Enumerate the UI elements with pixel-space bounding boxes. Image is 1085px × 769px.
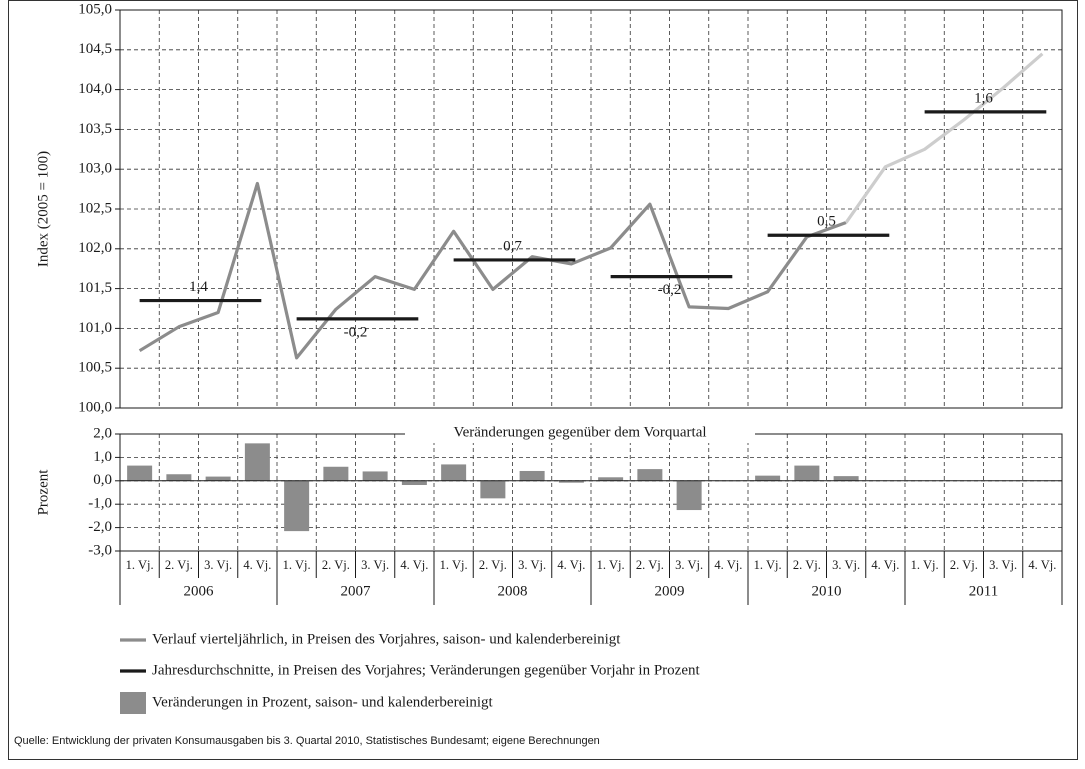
x-tick-label: 2. Vj.	[479, 558, 507, 572]
annual-label: -0,2	[344, 324, 368, 340]
y-axis-label: Index (2005 = 100)	[35, 151, 51, 267]
bar	[362, 471, 388, 481]
x-tick-label: 2. Vj.	[636, 558, 664, 572]
bar	[833, 476, 859, 481]
y-tick-label: 100,0	[78, 399, 112, 415]
x-tick-label: 4. Vj.	[714, 558, 742, 572]
annual-label: 1,4	[189, 279, 208, 295]
bar	[127, 465, 153, 481]
y-tick-label: 0,0	[93, 472, 112, 488]
bar	[401, 480, 427, 486]
bar	[441, 464, 467, 481]
frame	[8, 0, 1078, 760]
year-label: 2009	[655, 583, 685, 599]
y-tick-label: 1,0	[93, 449, 112, 465]
y-tick-label: 102,0	[78, 240, 112, 256]
bar	[519, 470, 545, 481]
year-label: 2011	[969, 583, 998, 599]
bar	[637, 469, 663, 481]
annual-label: -0,2	[658, 282, 682, 298]
bar	[794, 465, 820, 481]
x-tick-label: 2. Vj.	[950, 558, 978, 572]
bar	[323, 466, 349, 481]
x-tick-label: 2. Vj.	[165, 558, 193, 572]
y-tick-label: 101,0	[78, 320, 112, 336]
y-tick-label: 2,0	[93, 425, 112, 441]
y-tick-label: 102,5	[78, 200, 112, 216]
x-tick-label: 2. Vj.	[322, 558, 350, 572]
legend-label: Jahresdurchschnitte, in Preisen des Vorj…	[152, 662, 700, 678]
bar	[244, 443, 270, 481]
y-tick-label: 100,5	[78, 360, 112, 376]
x-tick-label: 3. Vj.	[989, 558, 1017, 572]
x-tick-label: 2. Vj.	[793, 558, 821, 572]
plot-border	[119, 9, 1063, 409]
x-tick-label: 3. Vj.	[518, 558, 546, 572]
x-tick-label: 3. Vj.	[832, 558, 860, 572]
line-series	[138, 181, 847, 360]
x-tick-label: 3. Vj.	[204, 558, 232, 572]
source: Quelle: Entwicklung der privaten Konsuma…	[14, 735, 600, 747]
x-tick-label: 1. Vj.	[126, 558, 154, 572]
title-bg	[405, 425, 755, 443]
year-label: 2007	[341, 583, 372, 599]
x-tick-label: 1. Vj.	[597, 558, 625, 572]
line-series	[844, 52, 1044, 224]
bar	[598, 477, 624, 481]
x-tick-label: 1. Vj.	[911, 558, 939, 572]
legend-label: Verlauf vierteljährlich, in Preisen des …	[152, 631, 621, 647]
x-tick-label: 1. Vj.	[283, 558, 311, 572]
x-tick-label: 4. Vj.	[557, 558, 585, 572]
x-tick-label: 4. Vj.	[243, 558, 271, 572]
y-tick-label: 105,0	[78, 1, 112, 17]
year-label: 2010	[812, 583, 842, 599]
annual-label: 0,5	[817, 214, 836, 230]
x-tick-label: 3. Vj.	[675, 558, 703, 572]
bar	[284, 480, 310, 532]
annual-label: 1,6	[974, 90, 993, 106]
bar	[166, 474, 192, 481]
y-axis-label: Prozent	[35, 469, 51, 516]
y-tick-label: 103,0	[78, 161, 112, 177]
bar	[558, 480, 584, 483]
legend-label: Veränderungen in Prozent, saison- und ka…	[152, 694, 494, 710]
x-tick-label: 4. Vj.	[871, 558, 899, 572]
bar	[676, 480, 702, 511]
y-tick-label: -3,0	[88, 542, 112, 558]
panel-title: Veränderungen gegenüber dem Vorquartal	[453, 424, 706, 440]
x-tick-label: 4. Vj.	[400, 558, 428, 572]
x-tick-label: 1. Vj.	[440, 558, 468, 572]
x-tick-label: 3. Vj.	[361, 558, 389, 572]
bar	[205, 476, 231, 481]
y-tick-label: 104,0	[78, 81, 112, 97]
bar	[755, 475, 781, 481]
legend-swatch	[120, 692, 146, 714]
year-label: 2006	[184, 583, 215, 599]
y-tick-label: 104,5	[78, 41, 112, 57]
bar	[480, 480, 506, 499]
y-tick-label: -1,0	[88, 496, 112, 512]
annual-label: 0,7	[503, 238, 522, 254]
x-tick-label: 4. Vj.	[1028, 558, 1056, 572]
x-tick-label: 1. Vj.	[754, 558, 782, 572]
y-tick-label: 101,5	[78, 280, 112, 296]
y-tick-label: 103,5	[78, 121, 112, 137]
year-label: 2008	[498, 583, 528, 599]
y-tick-label: -2,0	[88, 519, 112, 535]
